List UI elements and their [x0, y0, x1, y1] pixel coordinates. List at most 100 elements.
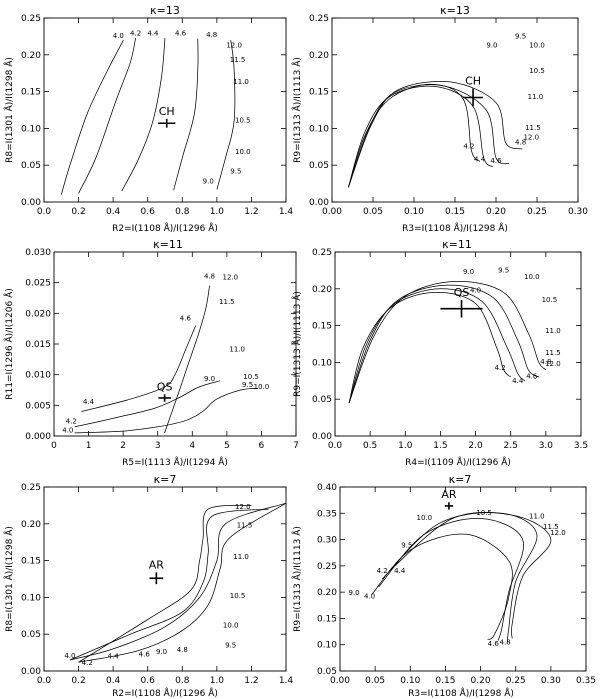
temperature-label: 4.0	[62, 426, 73, 434]
x-tick-label: 6	[259, 441, 265, 451]
x-axis-label: R3=I(1108 Å)/I(1298 Å)	[402, 222, 508, 234]
y-tick-label: 0.15	[309, 88, 329, 98]
density-label: 10.5	[542, 296, 558, 304]
grid-curve	[348, 84, 510, 188]
y-axis-label: R9=I(1313 Å)/I(1113 Å)	[291, 526, 303, 632]
panel-kappa11-r5-r11: κ=11 0 1 2 3 4 5 6 7 0.000 0.005 0.010 0.015 0.020 0.…	[3, 238, 299, 468]
x-tick-label: 3	[155, 441, 161, 451]
plot-content: 0.0 0.5 1.0 1.5 2.0 2.5 3.0 3.5 0.00 0.05 0.10 0.15…	[312, 248, 588, 451]
density-label: 11.5	[230, 56, 246, 64]
plot-frame	[339, 486, 587, 672]
x-tick-label: 0.30	[541, 676, 561, 686]
temperature-label: 4.4	[512, 377, 524, 385]
y-tick-label: 0.05	[21, 630, 41, 640]
temperature-label: 4.6	[175, 30, 187, 38]
x-tick-label: 0.6	[141, 676, 156, 686]
temperature-label: 4.4	[147, 30, 159, 38]
grid-curve	[81, 325, 197, 412]
grid-curve	[78, 505, 252, 663]
temperature-label: 4.2	[130, 30, 141, 38]
x-tick-label: 0.10	[404, 207, 424, 217]
y-tick-label: 0.05	[317, 667, 337, 677]
x-tick-label: 0.20	[486, 207, 506, 217]
x-tick-label: 3.0	[539, 441, 554, 451]
grid-curve	[371, 533, 513, 640]
x-tick-label: 0.8	[175, 676, 190, 686]
y-tick-label: 0.000	[25, 432, 51, 442]
x-tick-label: 3.5	[574, 441, 588, 451]
y-tick-label: 0.015	[25, 340, 51, 350]
density-label: 11.5	[545, 349, 561, 357]
grid-curve	[121, 37, 166, 192]
temperature-label: 4.0	[470, 286, 481, 294]
temperature-label: 4.6	[180, 315, 192, 323]
y-axis-label: R8=I(1301 Å)/I(1298 Å)	[3, 57, 15, 163]
temperature-label: 4.0	[64, 652, 75, 660]
y-tick-label: 0.010	[25, 371, 51, 381]
y-tick-label: 0.05	[309, 161, 329, 171]
plot-content: 0.0 0.2 0.4 0.6 0.8 1.0 1.2 1.4 0.00 0.05 0.10 0.15…	[21, 14, 293, 217]
plot-content: 0.00 0.05 0.10 0.15 0.20 0.25 0.30 0.350.050.10…	[317, 483, 596, 686]
x-tick-label: 0.30	[568, 207, 588, 217]
y-tick-label: 0.020	[25, 309, 51, 319]
grid-curve	[78, 502, 287, 663]
density-label: 12.0	[235, 503, 251, 511]
observation-label: AR	[441, 488, 457, 501]
plot-content: 0.0 0.2 0.4 0.6 0.8 1.0 1.2 1.4 0.00 0.05 0.10 0.15…	[21, 483, 293, 686]
grid-curve	[74, 380, 221, 428]
density-label: 10.0	[223, 622, 239, 630]
y-tick-label: 0.25	[317, 562, 337, 572]
temperature-label: 4.4	[83, 398, 95, 406]
x-tick-label: 1	[86, 441, 92, 451]
observation-label: AR	[149, 558, 165, 571]
density-label: 11.0	[233, 78, 249, 86]
grid-curve	[348, 292, 511, 403]
x-axis-label: R3=I(1108 Å)/I(1298 Å)	[408, 687, 514, 699]
grid-curve	[348, 83, 480, 188]
temperature-label: 4.8	[204, 272, 215, 280]
density-label: 10.5	[529, 67, 545, 75]
x-tick-label: 0.25	[506, 676, 526, 686]
y-tick-label: 0.005	[25, 401, 51, 411]
observation-label: CH	[159, 105, 175, 118]
density-label: 11.5	[219, 298, 235, 306]
y-tick-label: 0.15	[312, 322, 332, 332]
grid-curve	[348, 288, 526, 404]
x-tick-label: 0.8	[175, 207, 190, 217]
grid-curve	[388, 512, 552, 639]
y-tick-label: 0.00	[21, 667, 41, 677]
x-tick-label: 0.00	[330, 676, 350, 686]
y-tick-label: 0.20	[317, 588, 337, 598]
temperature-label: 4.6	[490, 157, 502, 165]
x-tick-label: 0.0	[37, 676, 52, 686]
panel-title: κ=13	[150, 4, 180, 17]
x-tick-label: 2.0	[468, 441, 483, 451]
x-tick-label: 1.2	[244, 207, 258, 217]
x-tick-label: 0.4	[106, 676, 121, 686]
panel-kappa7-r3-r9: κ=7 0.00 0.05 0.10 0.15 0.20 0.25 0.30 0.350.05…	[291, 473, 596, 699]
x-tick-label: 1.2	[244, 676, 258, 686]
x-tick-label: 1.5	[433, 441, 447, 451]
x-tick-label: 0	[51, 441, 57, 451]
x-tick-label: 7	[293, 441, 299, 451]
y-tick-label: 0.20	[21, 520, 41, 530]
temperature-label: 4.6	[526, 373, 538, 381]
x-tick-label: 1.0	[398, 441, 413, 451]
y-tick-label: 0.30	[317, 536, 337, 546]
y-tick-label: 0.25	[309, 14, 329, 24]
x-tick-label: 0.2	[71, 676, 85, 686]
y-tick-label: 0.10	[317, 641, 337, 651]
density-label: 9.5	[230, 167, 241, 175]
y-tick-label: 0.15	[317, 614, 337, 624]
y-tick-label: 0.20	[309, 51, 329, 61]
y-tick-label: 0.030	[25, 248, 51, 258]
plot-content: 0.00 0.05 0.10 0.15 0.20 0.25 0.30 0.00 0.05 0.10…	[309, 14, 588, 217]
observation-label: QS	[454, 286, 470, 299]
panel-kappa11-r4-r9: κ=11 0.0 0.5 1.0 1.5 2.0 2.5 3.0 3.5 0.00 0.05 0.1…	[291, 238, 588, 468]
density-label: 10.0	[417, 514, 433, 522]
x-axis-label: R2=I(1108 Å)/I(1296 Å)	[112, 687, 218, 699]
plot-frame	[334, 251, 582, 437]
density-label: 12.0	[545, 360, 561, 368]
temperature-label: 4.0	[113, 32, 124, 40]
y-tick-label: 0.05	[21, 161, 41, 171]
